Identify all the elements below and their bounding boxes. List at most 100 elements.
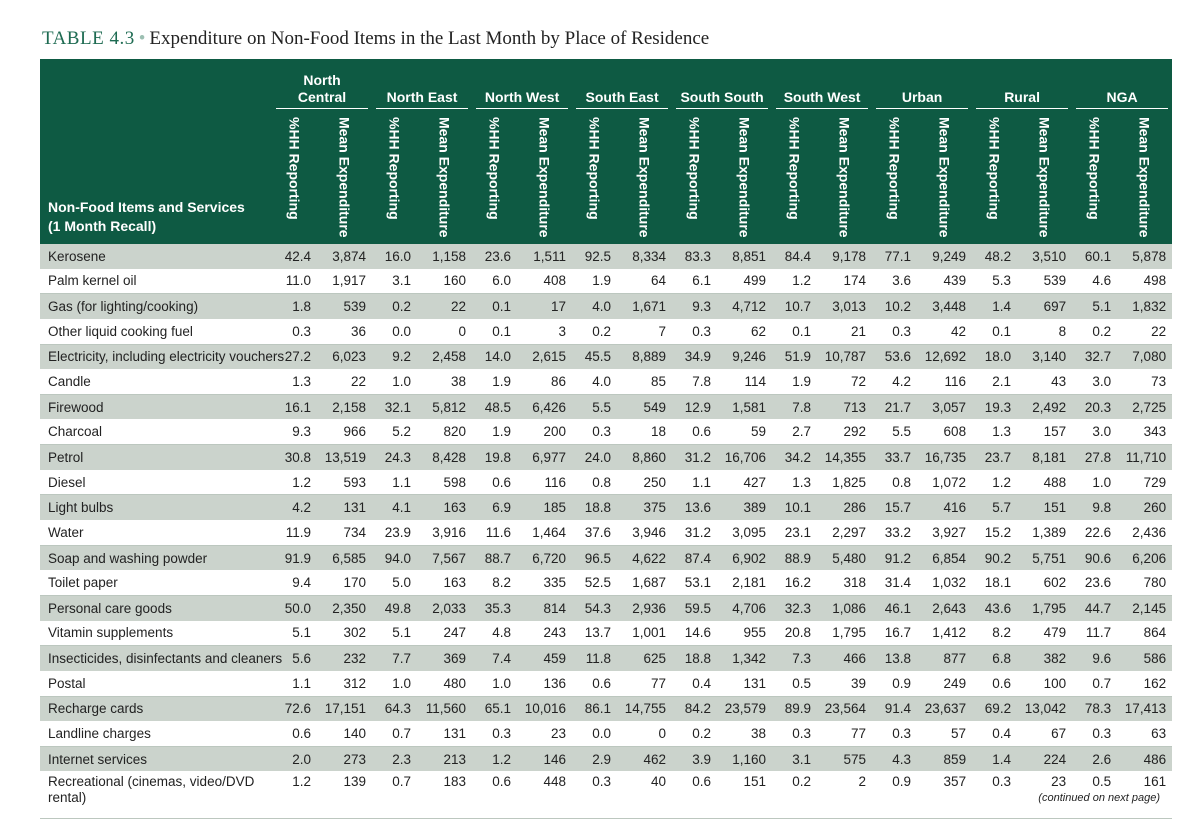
cell-hh-reporting: 0.4 <box>972 721 1018 747</box>
cell-hh-reporting: 23.9 <box>372 520 418 546</box>
cell-hh-reporting: 91.9 <box>284 550 311 566</box>
cell-mean-expenditure: 162 <box>1117 670 1173 697</box>
cell-mean-expenditure: 8,181 <box>1032 449 1067 465</box>
cell-hh-reporting: 13.8 <box>884 651 912 667</box>
cell-hh-reporting: 0.2 <box>572 318 618 345</box>
cell-hh-reporting: 23.6 <box>1072 570 1118 596</box>
cell-mean-expenditure: 2,350 <box>332 600 367 616</box>
column-header-mean-expenditure: Mean Expenditure <box>517 109 572 244</box>
cell-mean-expenditure: 13,042 <box>1024 701 1067 717</box>
cell-mean-expenditure: 224 <box>1043 751 1067 767</box>
cell-hh-reporting: 18.8 <box>684 651 712 667</box>
group-header: Urban <box>872 59 972 109</box>
cell-mean-expenditure: 1,832 <box>1132 299 1167 315</box>
cell-mean-expenditure: 161 <box>1117 771 1173 820</box>
row-label: Gas (for lighting/cooking) <box>48 299 199 315</box>
cell-mean-expenditure: 2,033 <box>432 600 467 616</box>
cell-hh-reporting: 78.3 <box>1084 701 1112 717</box>
cell-hh-reporting: 0.7 <box>372 721 418 747</box>
cell-hh-reporting: 60.1 <box>1084 248 1112 264</box>
cell-mean-expenditure: 375 <box>643 500 667 516</box>
cell-hh-reporting: 92.5 <box>584 248 612 264</box>
subcolumn-label: Mean Expenditure <box>536 117 553 238</box>
group-label-line1: North <box>303 72 341 88</box>
cell-mean-expenditure: 0 <box>617 721 673 747</box>
cell-mean-expenditure: 17 <box>551 299 567 315</box>
cell-hh-reporting: 5.1 <box>1092 299 1112 315</box>
cell-mean-expenditure: 59 <box>717 419 773 446</box>
cell-mean-expenditure: 18 <box>617 419 673 446</box>
cell-mean-expenditure: 43 <box>1017 369 1073 395</box>
cell-hh-reporting: 0.3 <box>572 419 618 446</box>
cell-hh-reporting: 9.4 <box>272 570 317 596</box>
table-row: Landline charges 0.6 140 0.7 131 0.3 23 0.0 0 0.2… <box>40 721 1173 747</box>
cell-hh-reporting: 23.6 <box>484 248 512 264</box>
cell-mean-expenditure: 877 <box>943 651 967 667</box>
cell-mean-expenditure: 2,458 <box>432 349 467 365</box>
cell-mean-expenditure: 57 <box>917 721 973 747</box>
cell-mean-expenditure: 488 <box>1017 469 1073 496</box>
cell-mean-expenditure: 73 <box>1117 369 1173 395</box>
cell-mean-expenditure: 8,860 <box>632 449 667 465</box>
cell-hh-reporting: 2.3 <box>392 751 412 767</box>
cell-hh-reporting: 31.2 <box>672 520 718 546</box>
cell-mean-expenditure: 0 <box>417 318 473 345</box>
cell-hh-reporting: 49.8 <box>384 600 412 616</box>
cell-mean-expenditure: 335 <box>517 570 573 596</box>
cell-hh-reporting: 0.5 <box>772 670 818 697</box>
cell-hh-reporting: 1.9 <box>472 369 518 395</box>
cell-mean-expenditure: 16,735 <box>924 449 967 465</box>
cell-hh-reporting: 0.5 <box>1072 771 1118 820</box>
cell-mean-expenditure: 114 <box>717 369 773 395</box>
group-label: NGA <box>1076 89 1169 109</box>
cell-hh-reporting: 0.3 <box>572 771 618 820</box>
cell-hh-reporting: 27.2 <box>284 349 311 365</box>
cell-hh-reporting: 11.9 <box>272 520 317 546</box>
cell-hh-reporting: 51.9 <box>784 349 812 365</box>
corner-label-line1: Non-Food Items and Services <box>48 199 245 215</box>
cell-mean-expenditure: 6,426 <box>532 399 567 415</box>
cell-mean-expenditure: 598 <box>417 469 473 496</box>
cell-mean-expenditure: 2,158 <box>332 399 367 415</box>
cell-mean-expenditure: 439 <box>917 268 973 295</box>
cell-hh-reporting: 0.1 <box>972 318 1018 345</box>
row-label: Recharge cards <box>48 701 144 717</box>
cell-mean-expenditure: 22 <box>1117 318 1173 345</box>
cell-hh-reporting: 0.6 <box>672 419 718 446</box>
cell-mean-expenditure: 608 <box>917 419 973 446</box>
cell-mean-expenditure: 131 <box>343 500 367 516</box>
cell-hh-reporting: 43.6 <box>984 600 1012 616</box>
cell-mean-expenditure: 23 <box>1017 771 1073 820</box>
column-header-mean-expenditure: Mean Expenditure <box>617 109 672 244</box>
cell-mean-expenditure: 151 <box>717 771 773 820</box>
table-row: Diesel 1.2 593 1.1 598 0.6 116 0.8 250 1.1 427 1.3 1… <box>40 469 1173 496</box>
cell-mean-expenditure: 16,706 <box>724 449 767 465</box>
cell-hh-reporting: 5.0 <box>372 570 418 596</box>
cell-mean-expenditure: 160 <box>417 268 473 295</box>
subcolumn-label: Mean Expenditure <box>736 117 753 238</box>
cell-hh-reporting: 5.1 <box>372 620 418 647</box>
cell-mean-expenditure: 2,492 <box>1032 399 1067 415</box>
cell-hh-reporting: 0.7 <box>372 771 418 820</box>
cell-mean-expenditure: 8,334 <box>632 248 667 264</box>
cell-hh-reporting: 9.3 <box>272 419 317 446</box>
column-header-mean-expenditure: Mean Expenditure <box>1117 109 1172 244</box>
cell-hh-reporting: 86.1 <box>584 701 612 717</box>
cell-mean-expenditure: 38 <box>417 369 473 395</box>
cell-hh-reporting: 0.6 <box>972 670 1018 697</box>
cell-mean-expenditure: 549 <box>643 399 667 415</box>
cell-hh-reporting: 0.3 <box>472 721 518 747</box>
cell-hh-reporting: 1.0 <box>472 670 518 697</box>
cell-mean-expenditure: 131 <box>417 721 473 747</box>
cell-mean-expenditure: 3,927 <box>917 520 973 546</box>
cell-hh-reporting: 0.2 <box>392 299 412 315</box>
cell-mean-expenditure: 22 <box>451 299 467 315</box>
cell-mean-expenditure: 6,854 <box>932 550 967 566</box>
table-header: Non-Food Items and Services (1 Month Reca… <box>40 59 1173 244</box>
group-header: South South <box>672 59 772 109</box>
cell-mean-expenditure: 4,712 <box>732 299 767 315</box>
cell-hh-reporting: 3.0 <box>1072 369 1118 395</box>
cell-hh-reporting: 4.8 <box>472 620 518 647</box>
cell-hh-reporting: 4.0 <box>572 369 618 395</box>
cell-mean-expenditure: 174 <box>817 268 873 295</box>
